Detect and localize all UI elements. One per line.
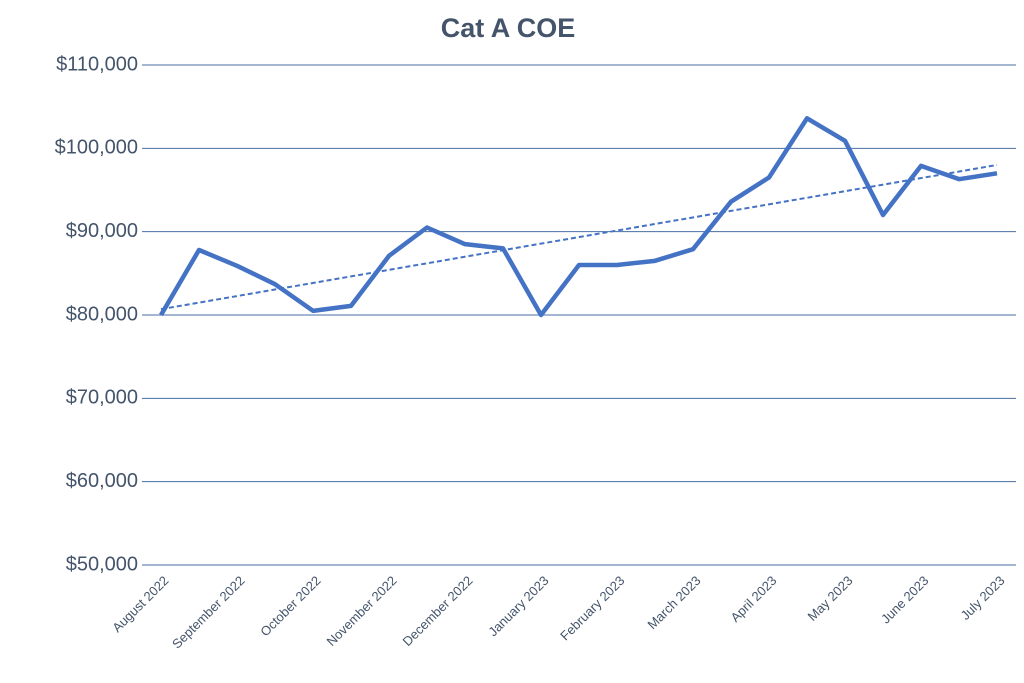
y-tick-label: $80,000 xyxy=(66,303,138,325)
y-tick-label: $60,000 xyxy=(66,470,138,492)
y-tick-label: $100,000 xyxy=(55,137,138,159)
x-tick-label: October 2022 xyxy=(257,573,323,639)
y-tick-label: $110,000 xyxy=(56,53,138,75)
x-tick-label: January 2023 xyxy=(485,573,551,639)
x-tick-label: May 2023 xyxy=(805,573,856,624)
x-tick-label: September 2022 xyxy=(169,573,248,652)
data-line xyxy=(159,116,998,318)
x-tick-label: July 2023 xyxy=(958,573,1008,623)
x-tick-label: November 2022 xyxy=(324,573,400,649)
x-tick-label: April 2023 xyxy=(728,573,780,625)
y-tick-label: $50,000 xyxy=(66,553,138,575)
chart-title: Cat A COE xyxy=(441,13,576,43)
x-tick-label: June 2023 xyxy=(878,573,932,627)
x-tick-label: February 2023 xyxy=(557,573,627,643)
x-tick-label: August 2022 xyxy=(109,573,171,635)
trend-line xyxy=(160,164,998,311)
x-tick-label: December 2022 xyxy=(400,573,476,649)
x-tick-label: March 2023 xyxy=(644,573,703,632)
y-tick-label: $90,000 xyxy=(66,220,138,242)
y-tick-label: $70,000 xyxy=(66,387,138,409)
